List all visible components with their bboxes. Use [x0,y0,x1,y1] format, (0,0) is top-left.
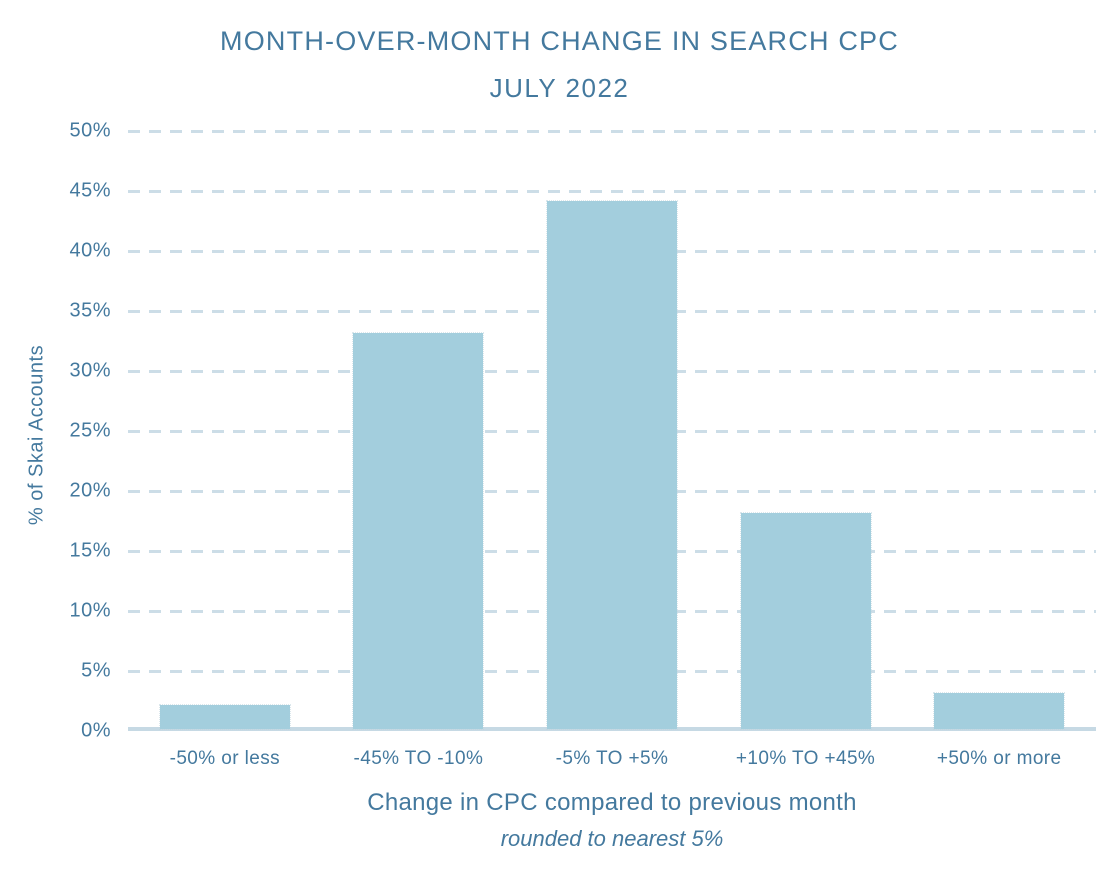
x-tick-label-1: -45% TO -10% [353,748,484,769]
gridline-50 [128,129,1096,133]
x-tick-label-0: -50% or less [169,748,280,769]
bar-4 [933,692,1066,730]
plot-area: 0% 5% 10% 15% 20% 25% 30% 35% 40% 45% 50% [69,120,1096,742]
bar-1 [352,332,485,730]
y-tick-label-30: 30% [69,359,111,382]
x-axis-title: Change in CPC compared to previous month [367,789,857,816]
x-axis-note: rounded to nearest 5% [500,826,724,851]
y-tick-label-40: 40% [69,239,111,262]
x-tick-label-2: -5% TO +5% [555,748,669,769]
bar-slot-2 [515,131,709,730]
bar-0 [158,704,291,730]
y-tick-label-15: 15% [69,539,111,562]
bar-slot-1 [322,131,516,730]
y-tick-label-35: 35% [69,299,111,322]
bar-2 [545,200,678,730]
bar-slot-3 [709,131,903,730]
bar-slot-0 [128,131,322,730]
y-tick-label-0: 0% [81,719,111,742]
x-tick-label-3: +10% TO +45% [735,748,876,769]
gridline-45 [128,189,1096,193]
y-tick-label-50: 50% [69,119,111,142]
x-axis-baseline [128,727,1096,731]
y-axis-title: % of Skai Accounts [25,344,48,526]
x-tick-label-4: +50% or more [936,748,1062,769]
y-tick-label-25: 25% [69,419,111,442]
chart-subtitle: JULY 2022 [489,73,630,103]
y-tick-label-20: 20% [69,479,111,502]
bars-layer [128,131,1096,730]
bar-3 [739,512,872,730]
y-tick-label-45: 45% [69,179,111,202]
bar-slot-4 [902,131,1096,730]
x-axis-category-labels: -50% or less -45% TO -10% -5% TO +5% +10% T… [128,748,1096,770]
title-block: MONTH-OVER-MONTH CHANGE IN SEARCH CPC JU… [0,26,1119,104]
y-tick-label-10: 10% [69,599,111,622]
chart-title: MONTH-OVER-MONTH CHANGE IN SEARCH CPC [220,26,899,56]
y-tick-label-5: 5% [81,659,111,682]
